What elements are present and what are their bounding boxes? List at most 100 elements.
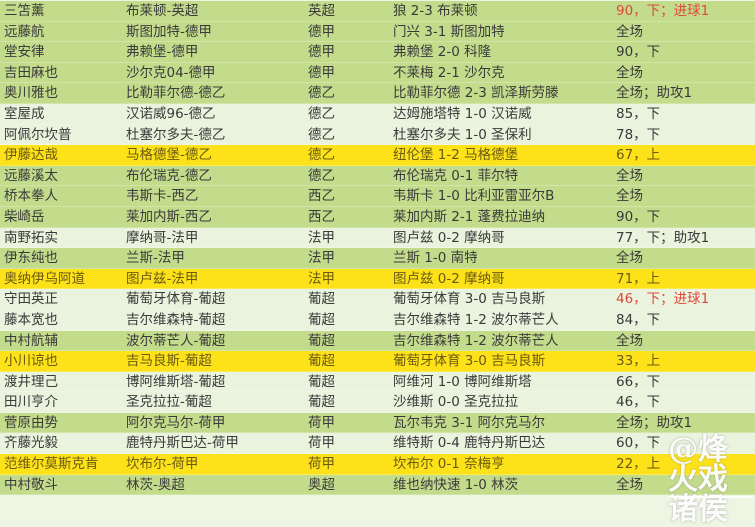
league-cell: 德乙	[308, 85, 335, 102]
table-row: 阿佩尔坎普 杜塞尔多夫-德乙 德乙 杜塞尔多夫 1-0 圣保利 78，下	[0, 124, 755, 146]
club-league-cell: 葡萄牙体育-葡超	[126, 291, 226, 308]
play-status-cell: 全场	[616, 167, 643, 184]
match-result-cell: 纽伦堡 1-2 马格德堡	[393, 147, 519, 164]
club-league-cell: 布莱顿-英超	[126, 3, 199, 19]
player-name-cell: 柴崎岳	[4, 208, 45, 225]
play-status-cell: 77，下；助攻1	[616, 229, 710, 246]
club-league-cell: 鹿特丹斯巴达-荷甲	[126, 435, 239, 452]
player-name-cell: 南野拓实	[4, 229, 58, 246]
club-league-cell: 弗赖堡-德甲	[126, 44, 199, 61]
play-status-cell: 46，下	[616, 394, 661, 411]
match-result-cell: 狼 2-3 布莱顿	[393, 3, 478, 19]
table-row: 奥川雅也 比勒菲尔德-德乙 德乙 比勒菲尔德 2-3 凯泽斯劳滕 全场；助攻1	[0, 83, 755, 104]
play-status-cell: 60，下	[616, 435, 661, 452]
table-row: 守田英正 葡萄牙体育-葡超 葡超 葡萄牙体育 3-0 吉马良斯 46，下；进球1	[0, 289, 755, 310]
club-league-cell: 图卢兹-法甲	[126, 270, 199, 287]
player-name-cell: 范维尔莫斯克肯	[4, 456, 99, 473]
league-cell: 葡超	[308, 353, 335, 370]
league-cell: 德乙	[308, 167, 335, 184]
match-result-cell: 莱加内斯 2-1 蓬费拉迪纳	[393, 208, 546, 225]
match-result-cell: 兰斯 1-0 南特	[393, 250, 478, 267]
league-cell: 法甲	[308, 270, 335, 287]
club-league-cell: 吉尔维森特-葡超	[126, 311, 226, 328]
match-result-cell: 葡萄牙体育 3-0 吉马良斯	[393, 291, 546, 308]
table-row: 吉田麻也 沙尔克04-德甲 德甲 不莱梅 2-1 沙尔克 全场	[0, 62, 755, 84]
league-cell: 荷甲	[308, 456, 335, 473]
table-row: 柴崎岳 莱加内斯-西乙 西乙 莱加内斯 2-1 蓬费拉迪纳 90，下	[0, 206, 755, 228]
club-league-cell: 莱加内斯-西乙	[126, 208, 212, 225]
club-league-cell: 吉马良斯-葡超	[126, 353, 212, 370]
club-league-cell: 圣克拉拉-葡超	[126, 394, 212, 411]
play-status-cell: 84，下	[616, 311, 661, 328]
league-cell: 荷甲	[308, 414, 335, 431]
play-status-cell: 71，上	[616, 270, 661, 287]
league-cell: 德乙	[308, 105, 335, 122]
club-league-cell: 波尔蒂芒人-葡超	[126, 332, 226, 349]
table-row: 堂安律 弗赖堡-德甲 德甲 弗赖堡 2-0 科隆 90，下	[0, 42, 755, 63]
player-name-cell: 奥川雅也	[4, 85, 58, 102]
play-status-cell: 全场	[616, 250, 643, 267]
match-result-cell: 维也纳快速 1-0 林茨	[393, 476, 519, 493]
play-status-cell: 33，上	[616, 353, 661, 370]
league-cell: 西乙	[308, 208, 335, 225]
table-row: 室屋成 汉诺威96-德乙 德乙 达姆施塔特 1-0 汉诺威 85，下	[0, 103, 755, 125]
club-league-cell: 摩纳哥-法甲	[126, 229, 199, 246]
table-row: 伊藤达哉 马格德堡-德乙 德乙 纽伦堡 1-2 马格德堡 67，上	[0, 145, 755, 166]
player-name-cell: 田川亨介	[4, 394, 58, 411]
match-result-cell: 比勒菲尔德 2-3 凯泽斯劳滕	[393, 85, 559, 102]
club-league-cell: 坎布尔-荷甲	[126, 456, 199, 473]
club-league-cell: 斯图加特-德甲	[126, 23, 212, 40]
league-cell: 奥超	[308, 476, 335, 493]
player-name-cell: 伊藤达哉	[4, 147, 58, 164]
play-status-cell: 90，下	[616, 44, 661, 61]
match-result-cell: 瓦尔韦克 3-1 阿尔克马尔	[393, 414, 546, 431]
table-row: 菅原由势 阿尔克马尔-荷甲 荷甲 瓦尔韦克 3-1 阿尔克马尔 全场；助攻1	[0, 412, 755, 434]
player-name-cell: 桥本拳人	[4, 188, 58, 205]
match-result-cell: 图卢兹 0-2 摩纳哥	[393, 229, 505, 246]
league-cell: 葡超	[308, 373, 335, 390]
match-result-cell: 吉尔维森特 1-2 波尔蒂芒人	[393, 311, 559, 328]
player-name-cell: 中村航辅	[4, 332, 58, 349]
player-name-cell: 阿佩尔坎普	[4, 126, 72, 143]
player-results-table: 三笘薰 布莱顿-英超 英超狼 2-3 布莱顿 90，下；进球1 远藤航 斯图加特-德甲 德甲…	[0, 1, 755, 496]
table-row: 田川亨介 圣克拉拉-葡超 葡超 沙维斯 0-0 圣克拉拉 46，下	[0, 392, 755, 413]
match-result-cell: 不莱梅 2-1 沙尔克	[393, 64, 505, 81]
match-result-cell: 弗赖堡 2-0 科隆	[393, 44, 492, 61]
league-cell: 德甲	[308, 44, 335, 61]
table-row: 奥纳伊乌阿道 图卢兹-法甲 法甲 图卢兹 0-2 摩纳哥 71，上	[0, 268, 755, 290]
player-name-cell: 渡井理己	[4, 373, 58, 390]
play-status-cell: 全场	[616, 64, 643, 81]
table-row: 三笘薰 布莱顿-英超 英超 狼 2-3 布莱顿 90，下；进球1	[0, 1, 755, 22]
match-result-cell: 门兴 3-1 斯图加特	[393, 23, 505, 40]
match-result-cell: 吉尔维森特 1-2 波尔蒂芒人	[393, 332, 559, 349]
player-name-cell: 吉田麻也	[4, 64, 58, 81]
table-row: 小川谅也 吉马良斯-葡超 葡超 葡萄牙体育 3-0 吉马良斯 33，上	[0, 351, 755, 372]
league-cell: 法甲	[308, 250, 335, 267]
watermark-underline	[668, 496, 753, 498]
player-name-cell: 藤本宽也	[4, 311, 58, 328]
play-status-cell: 46，下；进球1	[616, 291, 710, 308]
play-status-cell: 全场	[616, 188, 643, 205]
club-league-cell: 博阿维斯塔-葡超	[126, 373, 226, 390]
player-name-cell: 远藤溪太	[4, 167, 58, 184]
league-cell: 法甲	[308, 229, 335, 246]
league-cell: 德乙	[308, 147, 335, 164]
play-status-cell: 全场；助攻1	[616, 85, 693, 102]
match-result-cell: 图卢兹 0-2 摩纳哥	[393, 270, 505, 287]
club-league-cell: 汉诺威96-德乙	[126, 105, 216, 122]
match-result-cell: 达姆施塔特 1-0 汉诺威	[393, 105, 532, 122]
league-cell: 西乙	[308, 188, 335, 205]
player-name-cell: 中村敬斗	[4, 476, 58, 493]
watermark: @烽火戏诸侯	[668, 432, 728, 527]
play-status-cell: 22，上	[616, 456, 661, 473]
table-row: 齐藤光毅 鹿特丹斯巴达-荷甲 荷甲 维特斯 0-4 鹿特丹斯巴达 60，下	[0, 433, 755, 455]
player-name-cell: 菅原由势	[4, 414, 58, 431]
play-status-cell: 78，下	[616, 126, 661, 143]
match-result-cell: 沙维斯 0-0 圣克拉拉	[393, 394, 519, 411]
player-name-cell: 奥纳伊乌阿道	[4, 270, 85, 287]
club-league-cell: 布伦瑞克-德乙	[126, 167, 212, 184]
table-row: 中村航辅 波尔蒂芒人-葡超 葡超 吉尔维森特 1-2 波尔蒂芒人 全场	[0, 330, 755, 352]
match-result-cell: 维特斯 0-4 鹿特丹斯巴达	[393, 435, 546, 452]
player-name-cell: 堂安律	[4, 44, 45, 61]
table-row: 伊东纯也 兰斯-法甲 法甲 兰斯 1-0 南特 全场	[0, 248, 755, 269]
